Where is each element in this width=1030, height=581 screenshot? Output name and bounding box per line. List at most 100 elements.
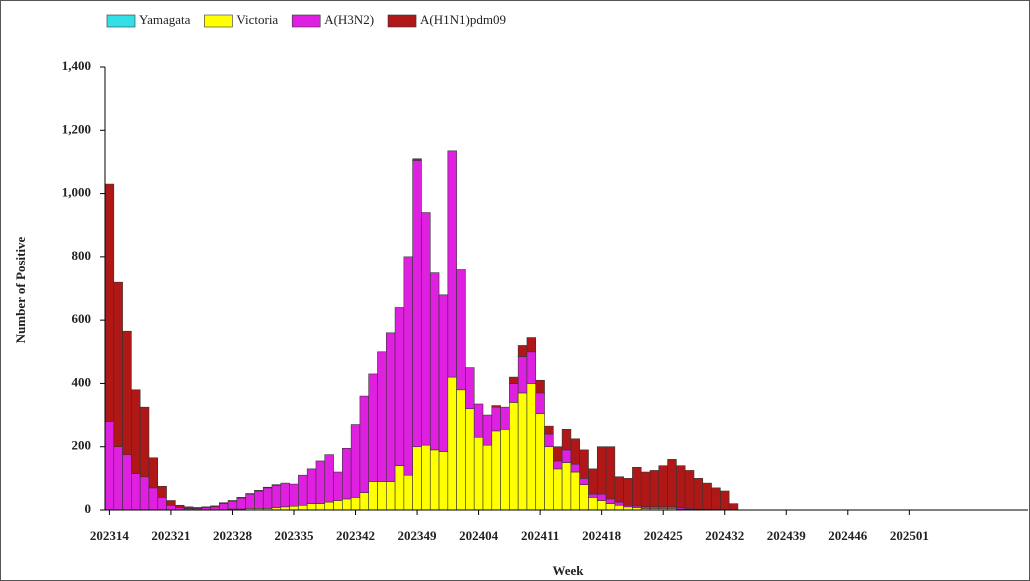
x-tick-label: 202349 (398, 528, 438, 543)
bar-segment (482, 414, 493, 446)
x-tick-label: 202411 (521, 528, 559, 543)
bar-segment (289, 483, 299, 507)
bar-segment (262, 486, 273, 489)
bar-segment (350, 497, 361, 511)
bar-segment (298, 504, 308, 511)
bar-segment (517, 356, 528, 394)
x-tick-label: 202335 (274, 528, 314, 543)
bar-segment (517, 345, 528, 357)
bar-segment (394, 465, 405, 511)
bar-segment (711, 487, 721, 511)
bar-segment (500, 429, 510, 511)
bar-segment (245, 493, 255, 509)
bar-segment (561, 429, 572, 451)
bar-segment (350, 424, 361, 498)
bar-segment (359, 395, 370, 493)
bar-segment (561, 462, 572, 511)
bar-segment (438, 451, 449, 511)
x-tick-label: 202321 (151, 528, 190, 543)
bar-segment (280, 482, 290, 508)
bar-segment (447, 150, 457, 378)
x-tick-label: 202432 (705, 528, 744, 543)
bar-segment (509, 383, 519, 403)
x-tick-label: 202439 (767, 528, 807, 543)
bar-segment (306, 468, 317, 504)
legend-swatch (291, 14, 321, 28)
bar-segment (403, 474, 413, 511)
bar-segment (298, 474, 308, 506)
bar-segment (605, 498, 616, 504)
bar-segment (693, 478, 704, 510)
bar-segment (535, 392, 545, 414)
bar-segment (342, 498, 352, 511)
bar-segment (579, 478, 589, 485)
bar-segment (122, 454, 132, 511)
bar-segment (544, 446, 554, 511)
bar-segment (421, 212, 431, 446)
x-tick-label: 202446 (828, 528, 868, 543)
bar-segment (421, 444, 431, 511)
bar-segment (526, 337, 537, 353)
bar-segment (157, 485, 167, 498)
bar-segment (561, 449, 572, 463)
bar-segment (227, 500, 238, 502)
bar-segment (385, 332, 396, 482)
bar-segment (614, 501, 624, 506)
y-tick-label: 200 (72, 438, 92, 453)
bar-segment (359, 492, 370, 511)
bar-segment (210, 505, 220, 508)
bar-segment (254, 490, 264, 509)
bar-segment (385, 481, 396, 511)
bar-segment (605, 503, 616, 511)
legend-label: A(H3N2) (324, 12, 374, 27)
bar-segment (614, 476, 624, 503)
bar-segment (342, 447, 352, 500)
y-tick-label: 1,000 (62, 185, 91, 200)
bar-segment (588, 497, 598, 511)
bar-segment (491, 406, 501, 432)
bar-segment (447, 376, 457, 511)
bar-segment (544, 425, 554, 435)
bar-segment (553, 446, 563, 462)
bar-segment (403, 256, 413, 476)
bar-segment (131, 473, 141, 511)
bar-segment (271, 484, 282, 486)
bar-segment (429, 449, 440, 511)
bar-segment (623, 478, 633, 506)
bar-segment (412, 158, 422, 161)
bar-segment (614, 504, 624, 511)
x-tick-label: 202314 (90, 528, 130, 543)
bar-segment (526, 383, 537, 511)
bar-segment (500, 406, 510, 430)
bar-segment (412, 160, 422, 448)
bar-segment (579, 484, 589, 511)
bar-segment (473, 436, 484, 511)
bar-segment (465, 408, 475, 511)
bar-segment (588, 468, 598, 495)
bar-segment (596, 446, 607, 495)
legend-label: Yamagata (139, 12, 191, 27)
bar-segment (333, 471, 343, 501)
bar-segment (553, 468, 563, 511)
bar-segment (412, 446, 422, 511)
bar-segment (596, 500, 607, 511)
bar-segment (720, 490, 730, 511)
y-tick-label: 1,200 (62, 121, 91, 136)
bar-segment (236, 497, 246, 499)
bar-segment (553, 460, 563, 470)
y-tick-label: 400 (72, 374, 92, 389)
bar-segment (218, 502, 229, 504)
bar-segment (596, 493, 607, 501)
bar-segment (649, 470, 660, 508)
bar-segment (236, 497, 246, 510)
bar-segment (227, 500, 238, 510)
bar-segment (728, 503, 739, 511)
bar-segment (570, 471, 580, 511)
bar-segment (166, 504, 176, 511)
bar-segment (368, 373, 378, 482)
bar-segment (658, 465, 668, 508)
bar-segment (271, 485, 282, 508)
bar-segment (183, 506, 194, 509)
bar-segment (139, 406, 150, 478)
